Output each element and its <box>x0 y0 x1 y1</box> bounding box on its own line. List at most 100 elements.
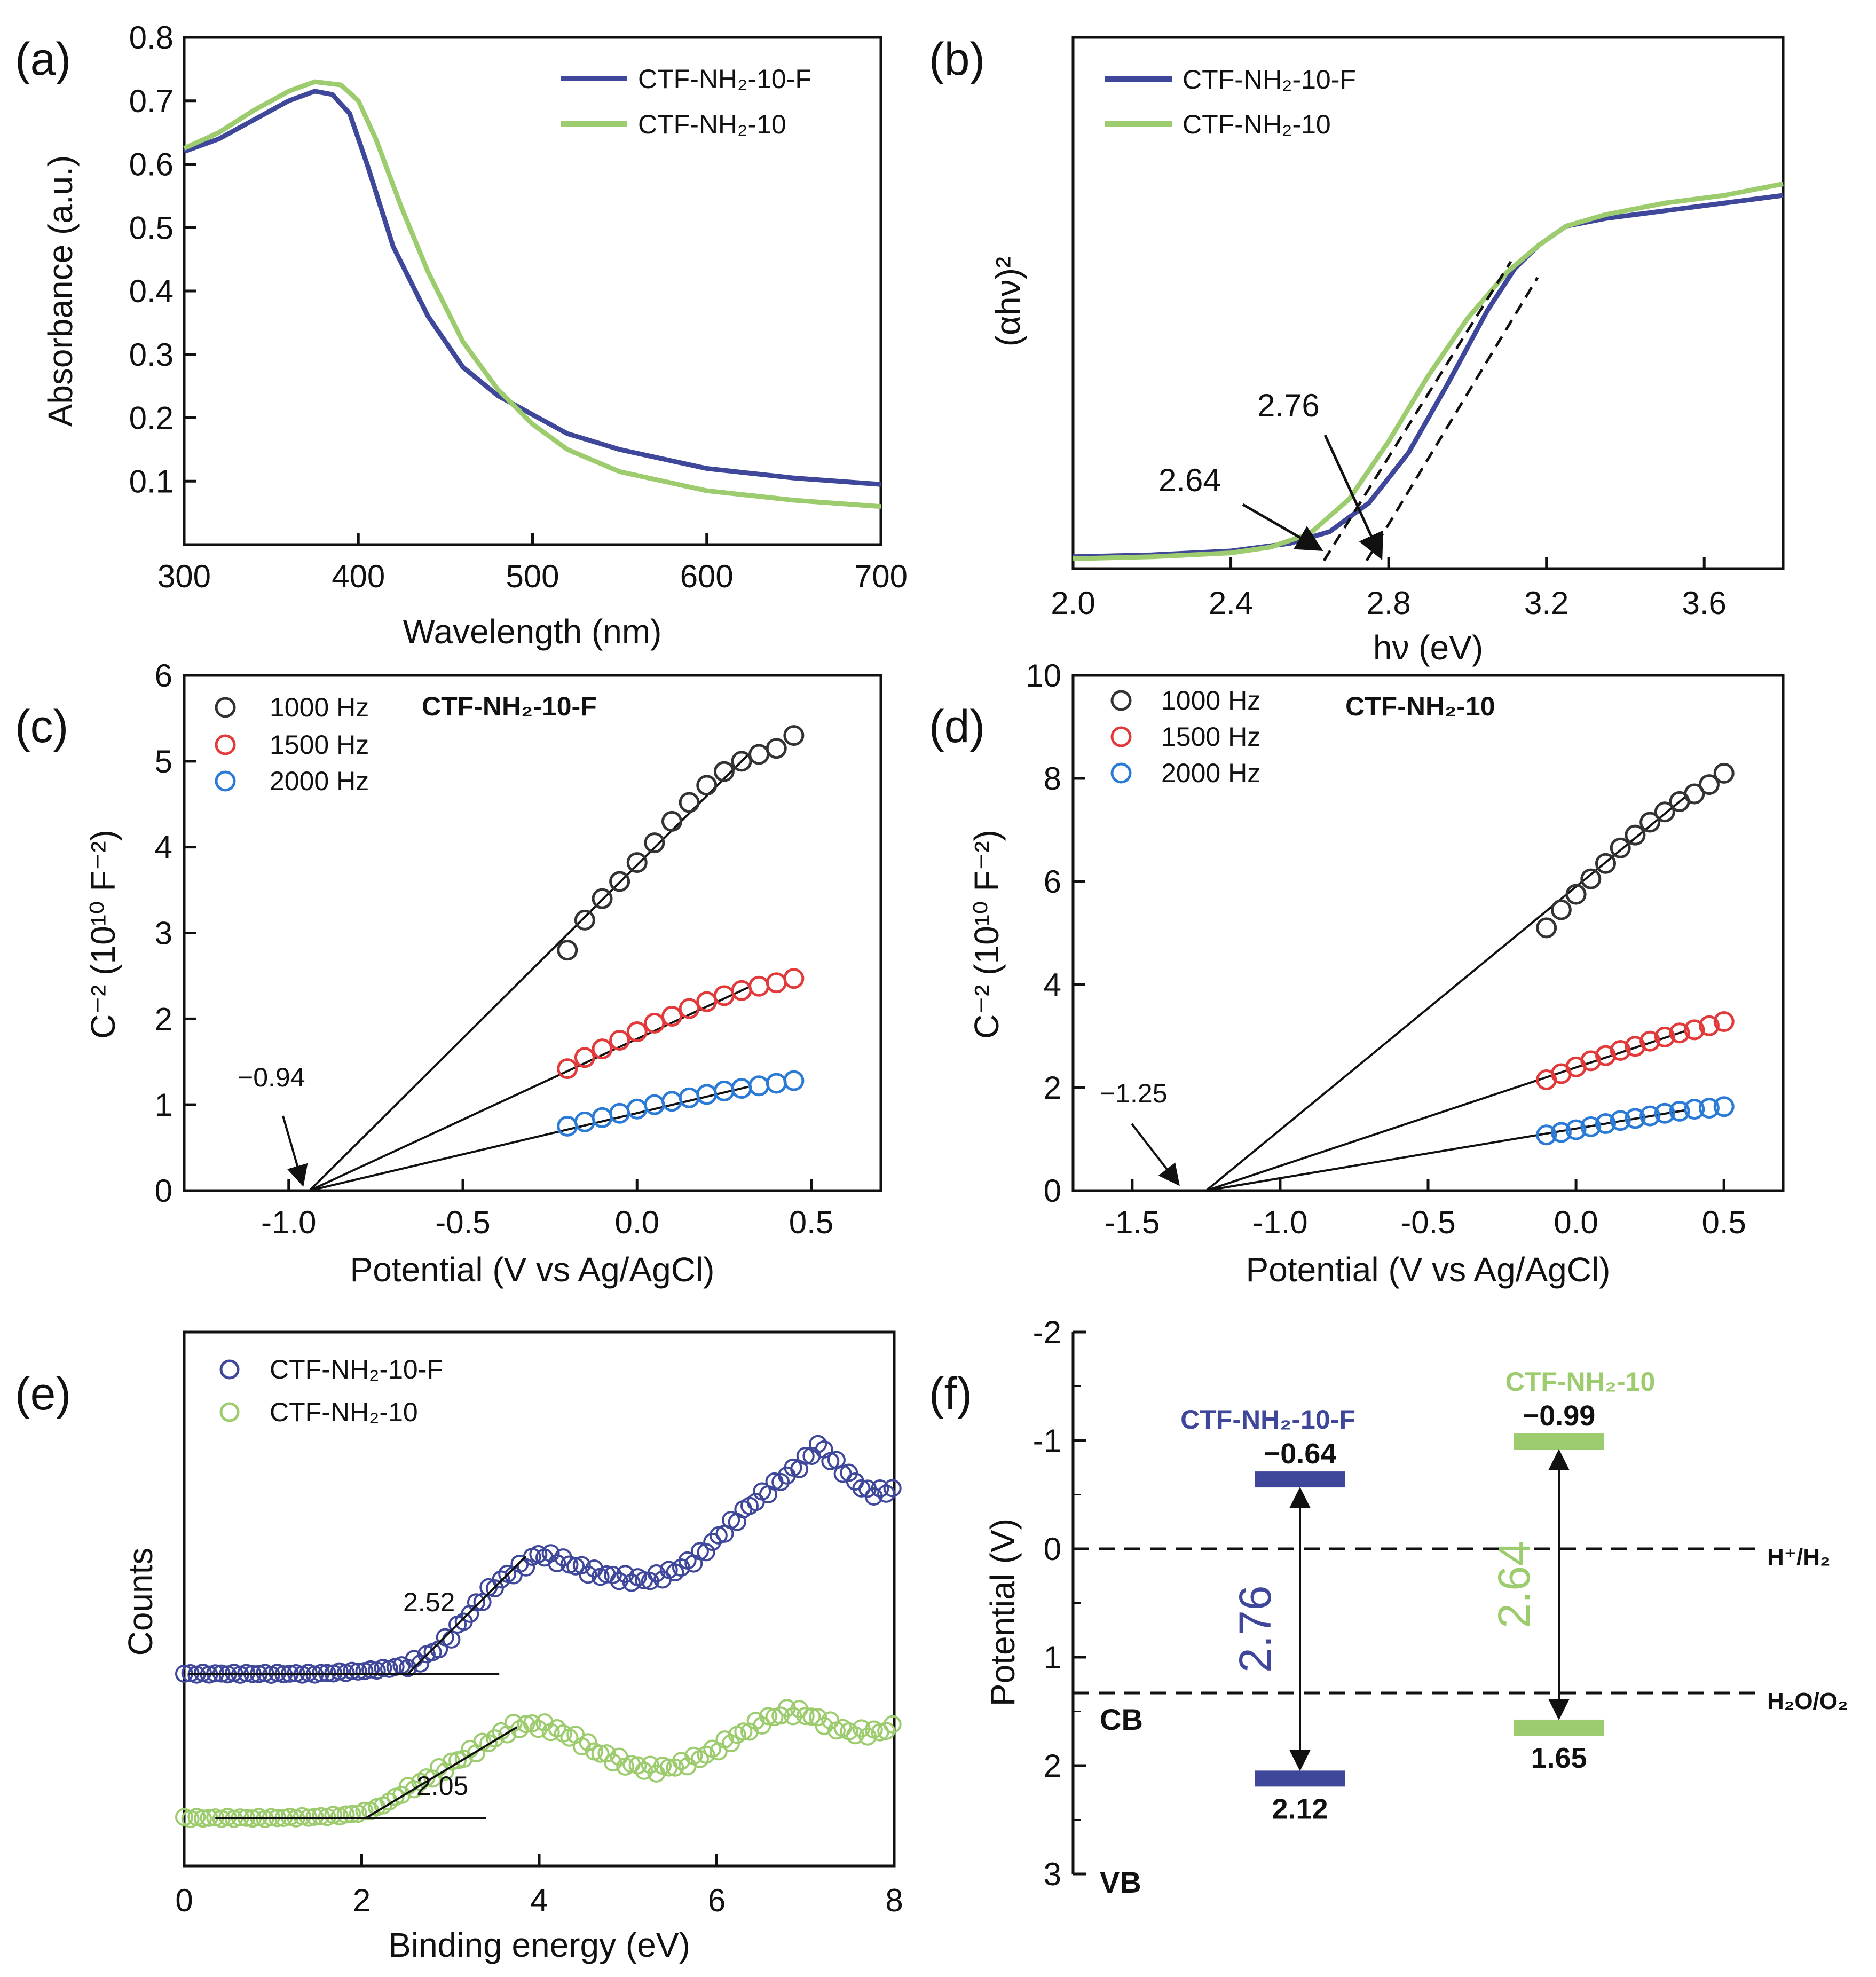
y-tick-label: 0.7 <box>129 83 174 119</box>
data-point-1000hz <box>1610 837 1631 858</box>
panel-a-ylabel: Absorbance (a.u.) <box>41 155 80 427</box>
annotation-2-64: 2.64 <box>1158 462 1221 498</box>
legend-ctf-nh2-10-f: CTF-NH₂-10-F <box>1183 65 1356 94</box>
data-point-1000hz <box>626 852 648 873</box>
panel-d-plot <box>1205 762 1735 1192</box>
material-name-ctf-nh2-10: CTF-NH₂-10 <box>1505 1367 1656 1397</box>
y-tick-label: 5 <box>155 744 172 779</box>
line-ctf-nh2-10 <box>1073 181 1784 561</box>
y-tick-label: 0.3 <box>129 337 174 373</box>
data-point-2000hz <box>557 1115 578 1137</box>
fit-line-2000hz <box>309 1085 749 1192</box>
data-point-ctf-nh2-10-f <box>703 1533 722 1551</box>
data-point-1000hz <box>1684 783 1705 805</box>
y-tick-label: 0.4 <box>129 273 174 309</box>
vb-value-ctf-nh2-10: 1.65 <box>1531 1742 1587 1774</box>
data-point-2000hz <box>1595 1113 1616 1135</box>
data-point-1500hz <box>679 998 700 1019</box>
panel-e-ticks: 0 2 4 6 8 <box>175 1854 903 1918</box>
y-tick-label: 6 <box>155 658 172 694</box>
arrow-2-64 <box>1242 503 1323 552</box>
data-point-ctf-nh2-10 <box>871 1723 889 1742</box>
legend-1500hz: 1500 Hz <box>270 730 369 760</box>
panel-b-plot <box>1073 181 1784 561</box>
panel-f-ticks: -2 -1 0 1 2 3 <box>1033 1314 1086 1892</box>
data-point-1500hz <box>1610 1040 1631 1061</box>
data-point-ctf-nh2-10-f <box>485 1579 504 1598</box>
reference-label-h2o-o2: H₂O/O₂ <box>1767 1688 1848 1714</box>
data-point-ctf-nh2-10 <box>796 1707 815 1726</box>
data-point-1000hz <box>1639 812 1661 833</box>
legend-marker-ctf-nh2-10 <box>219 1402 240 1422</box>
y-tick-label: -1 <box>1033 1423 1061 1459</box>
data-point-ctf-nh2-10-f <box>883 1479 902 1498</box>
data-point-2000hz <box>783 1070 805 1091</box>
data-point-2000hz <box>644 1094 665 1115</box>
y-tick-label: 0.1 <box>129 463 174 499</box>
data-point-1000hz <box>1580 868 1602 889</box>
data-point-1000hz <box>609 871 630 892</box>
x-tick-label: 300 <box>157 558 211 594</box>
vb-value-ctf-nh2-10-f: 2.12 <box>1272 1793 1328 1825</box>
data-point-2000hz <box>661 1091 682 1112</box>
data-point-ctf-nh2-10-f <box>398 1659 417 1677</box>
data-point-ctf-nh2-10-f <box>548 1554 566 1572</box>
data-point-ctf-nh2-10 <box>548 1719 566 1738</box>
data-point-ctf-nh2-10 <box>312 1807 330 1825</box>
y-tick-label: 1 <box>1044 1640 1061 1675</box>
x-tick-label: 2.4 <box>1209 585 1253 621</box>
legend-ctf-nh2-10-f: CTF-NH₂-10-F <box>638 64 811 94</box>
data-point-1500hz <box>557 1058 578 1080</box>
data-point-1500hz <box>644 1012 665 1034</box>
data-point-1500hz <box>661 1006 682 1027</box>
panel-d-legend: 1000 Hz 1500 Hz 2000 Hz <box>1110 686 1260 788</box>
cb-bar-ctf-nh2-10 <box>1514 1433 1604 1450</box>
x-tick-label: 0.5 <box>1701 1204 1746 1240</box>
x-tick-label: -0.5 <box>1400 1204 1455 1240</box>
tangent-line-ctf-nh2-10 <box>1322 261 1512 562</box>
gap-value-ctf-nh2-10: 2.64 <box>1489 1541 1539 1628</box>
x-tick-label: 3.6 <box>1682 585 1727 621</box>
data-point-ctf-nh2-10-f <box>579 1565 597 1584</box>
data-point-ctf-nh2-10 <box>336 1805 355 1824</box>
data-point-ctf-nh2-10 <box>436 1762 454 1781</box>
data-point-1500hz <box>1713 1011 1735 1032</box>
data-point-ctf-nh2-10 <box>802 1707 821 1726</box>
data-point-1000hz <box>1654 801 1675 823</box>
panel-d-xlabel: Potential (V vs Ag/AgCl) <box>1246 1250 1611 1289</box>
data-point-2000hz <box>1610 1110 1631 1131</box>
data-point-2000hz <box>1698 1098 1720 1119</box>
x-tick-label: 700 <box>854 558 908 594</box>
data-point-ctf-nh2-10 <box>523 1714 541 1733</box>
data-point-1000hz <box>644 832 665 854</box>
x-tick-label: 400 <box>332 558 385 594</box>
panel-b-ticks: 2.0 2.4 2.8 3.2 3.6 <box>1051 557 1727 621</box>
data-point-2000hz <box>1654 1102 1675 1124</box>
data-point-ctf-nh2-10 <box>734 1722 753 1741</box>
y-tick-label: 3 <box>155 916 172 951</box>
data-point-ctf-nh2-10-f <box>622 1573 641 1592</box>
y-tick-label: 3 <box>1044 1856 1061 1892</box>
panel-b-frame <box>1071 36 1785 570</box>
data-point-ctf-nh2-10-f <box>821 1452 840 1470</box>
panel-d-ylabel: C⁻² (10¹⁰ F⁻²) <box>967 830 1006 1039</box>
vb-bar-ctf-nh2-10 <box>1514 1719 1604 1736</box>
legend-ctf-nh2-10-f: CTF-NH₂-10-F <box>270 1354 443 1384</box>
data-point-ctf-nh2-10-f <box>492 1570 510 1589</box>
data-point-2000hz <box>1669 1100 1690 1122</box>
data-point-1500hz <box>1684 1019 1705 1041</box>
data-point-1000hz <box>748 744 770 765</box>
legend-1000hz: 1000 Hz <box>270 692 369 722</box>
data-point-ctf-nh2-10-f <box>647 1564 666 1582</box>
data-point-1000hz <box>1595 853 1616 874</box>
data-point-2000hz <box>592 1107 613 1128</box>
data-point-ctf-nh2-10 <box>504 1713 523 1732</box>
data-point-1500hz <box>1580 1050 1602 1072</box>
data-point-ctf-nh2-10-f <box>871 1479 889 1498</box>
panel-c-ticks: -1.0 -0.5 0.0 0.5 0 1 2 3 4 5 6 <box>155 658 834 1240</box>
intercept-label-c: −0.94 <box>238 1062 305 1092</box>
data-point-ctf-nh2-10 <box>628 1756 647 1775</box>
data-point-1500hz <box>1654 1026 1675 1047</box>
y-tick-label: 0.5 <box>129 210 174 246</box>
y-tick-label: 0 <box>1044 1531 1061 1567</box>
